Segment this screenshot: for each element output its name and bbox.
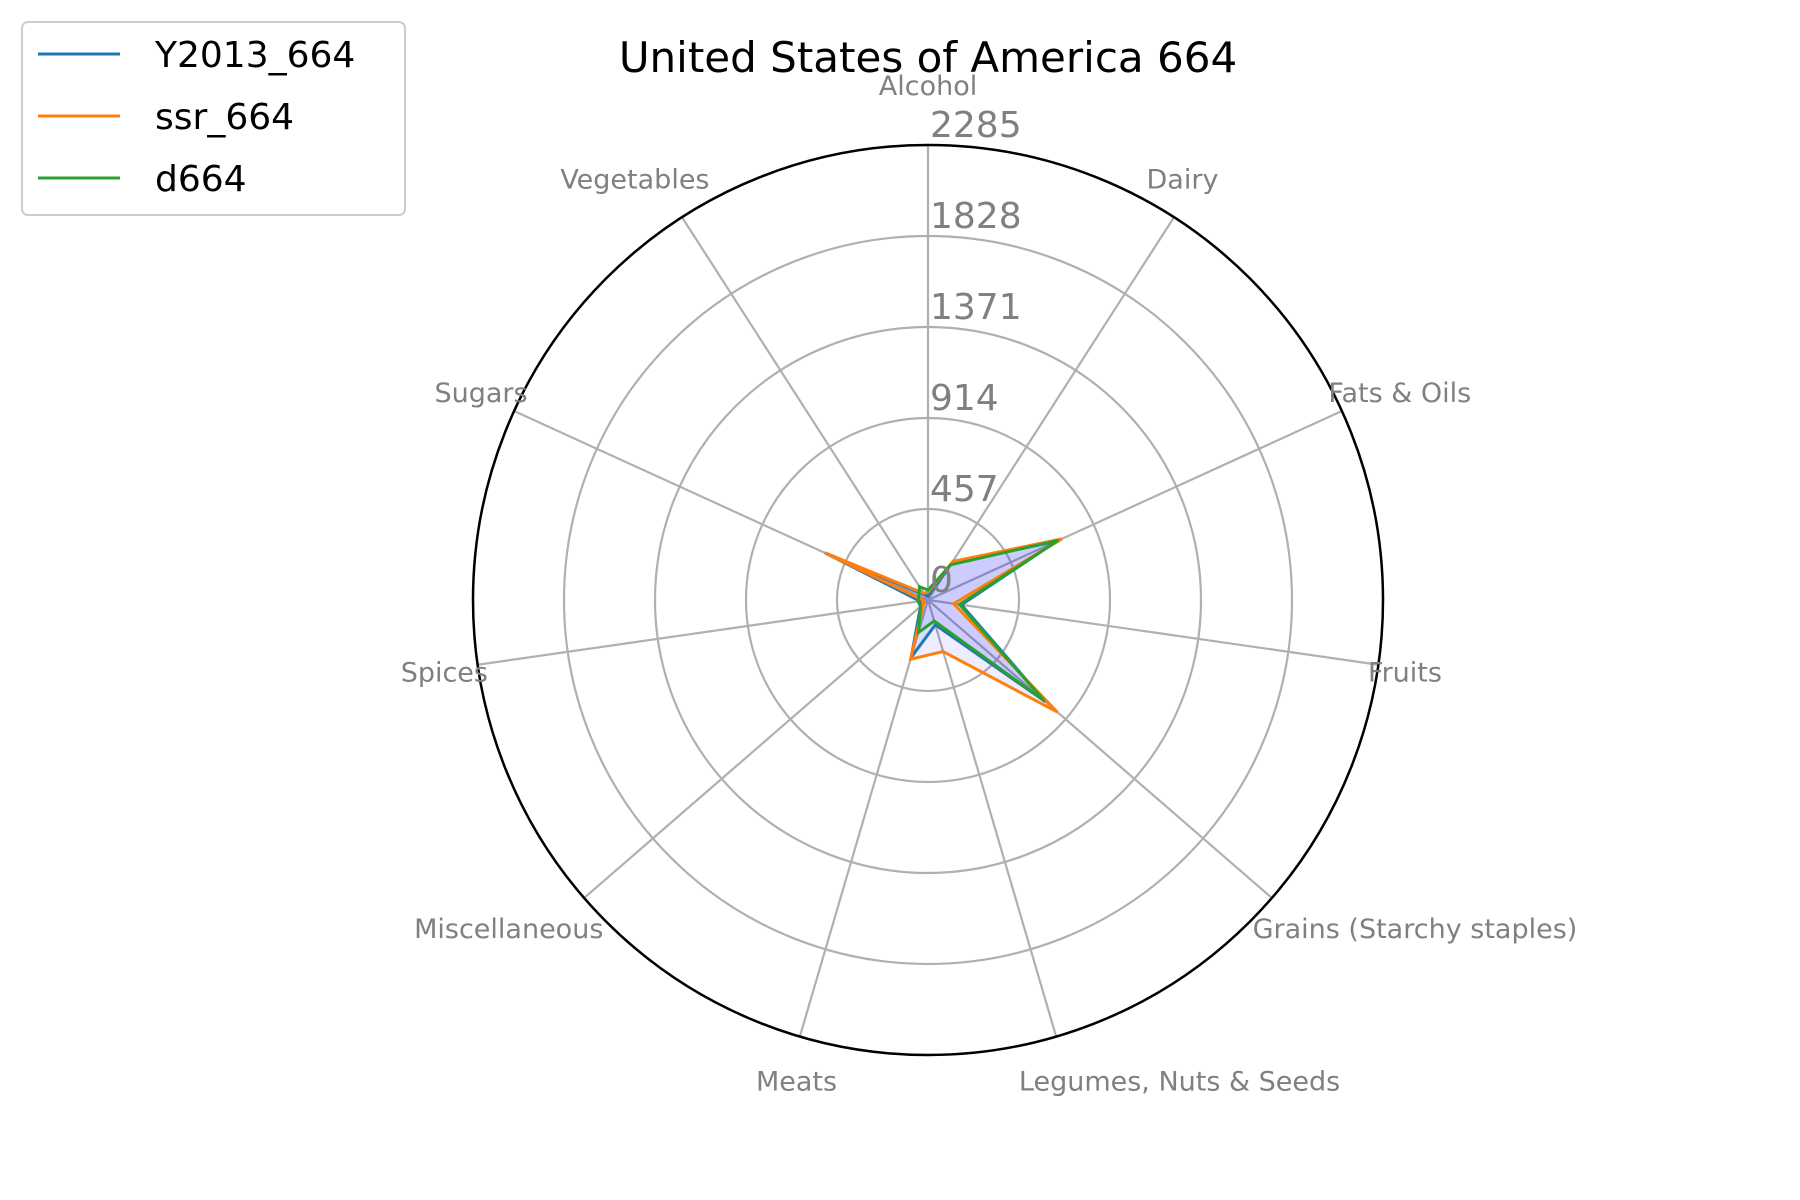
axis-label-8: Spices (401, 657, 488, 688)
axis-label-6: Meats (756, 1067, 837, 1098)
spoke-4 (927, 599, 1273, 899)
axis-label-1: Dairy (1147, 165, 1219, 196)
axis-label-0: Alcohol (879, 71, 977, 102)
legend-label-d664: d664 (155, 159, 247, 200)
chart-title: United States of America 664 (619, 33, 1237, 82)
radial-tick-4: 1828 (930, 196, 1022, 237)
axis-label-9: Sugars (434, 378, 527, 409)
spoke-2 (927, 409, 1343, 602)
spoke-6 (798, 599, 930, 1037)
spoke-7 (583, 599, 929, 899)
spoke-10 (681, 216, 929, 601)
legend-box (21, 21, 406, 216)
axis-label-3: Fruits (1368, 657, 1442, 688)
radial-tick-2: 914 (930, 378, 999, 419)
axis-labels: Alcohol Dairy Fats & Oils Fruits Grains (Sta… (401, 71, 1578, 1098)
radar-series (824, 537, 1063, 714)
radial-tick-3: 1371 (930, 287, 1022, 328)
spoke-3 (927, 598, 1379, 666)
legend-entry-ssr: ssr_664 (38, 97, 294, 138)
legend-label-y2013: Y2013_664 (154, 35, 355, 76)
legend-entry-d664: d664 (38, 159, 247, 200)
series-line-2 (916, 538, 1060, 702)
radar-outer-frame (471, 143, 1385, 1057)
axis-label-2: Fats & Oils (1328, 378, 1471, 409)
legend: Y2013_664 ssr_664 d664 (21, 21, 406, 216)
radial-tick-labels: 0 457 914 1371 1828 2285 (930, 105, 1022, 601)
axis-label-5: Legumes, Nuts & Seeds (1019, 1067, 1340, 1098)
axis-label-4: Grains (Starchy staples) (1253, 914, 1578, 945)
axis-label-7: Miscellaneous (414, 914, 603, 945)
radial-tick-5: 2285 (930, 105, 1022, 146)
radial-tick-1: 457 (930, 469, 999, 510)
spoke-1 (927, 216, 1175, 601)
axis-label-10: Vegetables (560, 165, 709, 196)
spoke-5 (926, 599, 1058, 1037)
legend-entry-y2013: Y2013_664 (38, 35, 355, 76)
radial-tick-0: 0 (930, 560, 953, 601)
series-fill-2 (918, 540, 1059, 701)
legend-label-ssr: ssr_664 (155, 97, 294, 138)
spoke-8 (477, 598, 929, 666)
